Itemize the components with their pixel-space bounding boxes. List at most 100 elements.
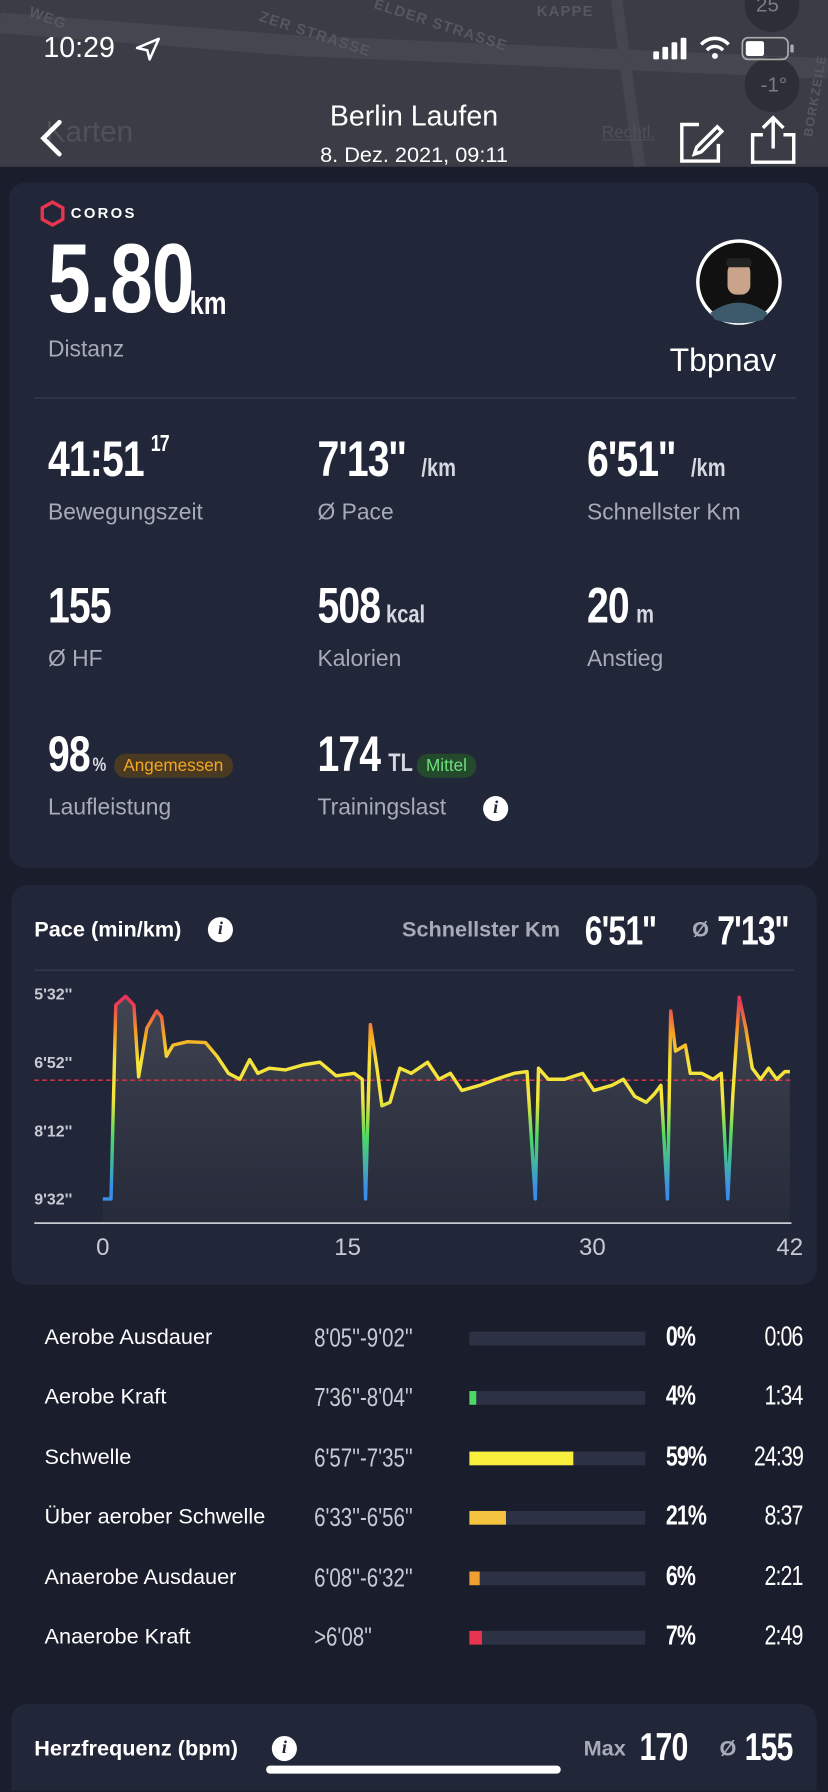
zone-range: >6'08'' bbox=[314, 1622, 388, 1653]
brand-logo bbox=[40, 200, 65, 227]
stat-badge: Mittel bbox=[416, 753, 477, 778]
zone-name: Schwelle bbox=[44, 1445, 132, 1470]
hr-avg: 155 bbox=[745, 1726, 806, 1771]
hr-max-label: Max bbox=[583, 1737, 626, 1762]
pace-area bbox=[102, 996, 790, 1223]
share-button[interactable] bbox=[749, 114, 797, 164]
zone-name: Anaerobe Kraft bbox=[44, 1625, 191, 1650]
stat-unit: kcal bbox=[386, 599, 426, 629]
hr-max: 170 bbox=[640, 1726, 701, 1771]
x-tick-label: 30 bbox=[579, 1234, 606, 1261]
zone-percent: 6% bbox=[666, 1561, 703, 1593]
zone-time: 1:34 bbox=[754, 1381, 804, 1413]
heart-rate-card bbox=[11, 1703, 817, 1791]
edit-button[interactable] bbox=[678, 119, 725, 165]
zone-track bbox=[469, 1571, 646, 1585]
stat-label: Bewegungszeit bbox=[47, 500, 203, 526]
stat-value: 41:51 17 bbox=[48, 432, 173, 489]
stat-value: 155 bbox=[48, 578, 128, 635]
zone-range-text: 8'05''-9'02'' bbox=[314, 1322, 413, 1353]
info-button[interactable]: i bbox=[271, 1735, 297, 1762]
x-tick-label: 15 bbox=[334, 1234, 361, 1261]
zone-percent: 21% bbox=[666, 1501, 717, 1533]
stat-label: Ø Pace bbox=[317, 500, 394, 526]
x-tick-label: 0 bbox=[96, 1234, 109, 1261]
zone-percent-text: 59% bbox=[665, 1441, 707, 1472]
zones-table: Aerobe Ausdauer 8'05''-9'02'' 0% 0:06 Aerobe… bbox=[0, 1313, 828, 1678]
location-icon bbox=[135, 37, 161, 61]
hr-avg-number: 155 bbox=[744, 1725, 794, 1770]
distance-unit: km bbox=[189, 285, 227, 321]
back-button[interactable] bbox=[37, 119, 67, 158]
distance-number: 5.80 bbox=[47, 223, 194, 334]
zone-track bbox=[469, 1391, 646, 1406]
info-button[interactable]: i bbox=[483, 796, 509, 822]
map-legal[interactable]: Rechtl. bbox=[601, 123, 656, 143]
hr-max-number: 170 bbox=[639, 1725, 689, 1770]
page-subtitle: 8. Dez. 2021, 09:11 bbox=[320, 143, 508, 168]
divider bbox=[34, 397, 797, 399]
stat-value: 7'13'' /km bbox=[317, 432, 464, 489]
zone-track bbox=[469, 1630, 646, 1645]
stat-unit: % bbox=[92, 753, 107, 776]
zone-range: 6'08''-6'32'' bbox=[314, 1562, 441, 1593]
chart-title: Pace (min/km) bbox=[34, 918, 182, 943]
map-badge: 25 bbox=[756, 0, 779, 16]
heart-rate-title: Herzfrequenz (bpm) bbox=[34, 1737, 239, 1762]
zone-range: 7'36''-8'04'' bbox=[314, 1382, 441, 1413]
map-logo: Karten bbox=[45, 114, 134, 149]
y-tick-label: 8'12'' bbox=[34, 1123, 72, 1140]
stat-number: 41:51 bbox=[47, 431, 145, 488]
stat-number: 98 bbox=[47, 726, 91, 783]
zone-time-text: 0:06 bbox=[764, 1321, 804, 1353]
zone-time: 0:06 bbox=[754, 1321, 804, 1353]
map-roads bbox=[0, 0, 828, 167]
zone-time: 2:21 bbox=[754, 1560, 804, 1593]
stat-label: Trainingslast bbox=[317, 794, 447, 821]
stat-badge: Angemessen bbox=[114, 753, 233, 778]
zone-bar bbox=[469, 1451, 574, 1466]
user-name: Tbpnav bbox=[669, 342, 777, 379]
avatar[interactable] bbox=[694, 238, 783, 327]
map-street-label: KAPPE bbox=[536, 2, 594, 20]
zone-name: Über aerober Schwelle bbox=[44, 1505, 266, 1530]
zone-percent-text: 6% bbox=[665, 1560, 696, 1592]
stat-unit: m bbox=[636, 599, 654, 629]
stat-label: Ø HF bbox=[47, 646, 103, 672]
status-time: 10:29 bbox=[43, 31, 115, 64]
stat-number: 508 bbox=[317, 577, 381, 634]
zone-percent-text: 21% bbox=[665, 1500, 707, 1532]
zone-bar bbox=[469, 1391, 477, 1406]
zone-time-text: 24:39 bbox=[753, 1441, 804, 1472]
stat-label: Schnellster Km bbox=[587, 500, 741, 526]
pace-chart: 5'32'' 6'52'' 8'12'' 9'32'' 0 15 30 42 bbox=[34, 987, 803, 1262]
average-symbol: Ø bbox=[692, 918, 709, 943]
y-tick-label: 9'32'' bbox=[34, 1192, 72, 1209]
zone-percent: 7% bbox=[666, 1621, 703, 1653]
average-number: 7'13'' bbox=[717, 906, 789, 954]
distance-label: Distanz bbox=[47, 336, 125, 363]
stat-unit: /km bbox=[690, 453, 726, 482]
divider bbox=[34, 969, 794, 971]
stat-label: Kalorien bbox=[317, 646, 402, 672]
page-title: Berlin Laufen bbox=[329, 100, 499, 133]
zone-percent: 59% bbox=[666, 1441, 717, 1473]
zone-range-text: 6'57''-7'35'' bbox=[314, 1442, 413, 1472]
map-background: WEG ZER STRASSE ELDER STRASSE KAPPE BORK… bbox=[0, 0, 828, 167]
stat-number: 174 bbox=[317, 726, 381, 783]
zone-range-text: 6'33''-6'56'' bbox=[314, 1502, 413, 1532]
zone-range: 8'05''-9'02'' bbox=[314, 1323, 441, 1354]
zone-percent: 0% bbox=[666, 1321, 703, 1353]
zone-track bbox=[469, 1511, 646, 1525]
zone-bar bbox=[469, 1630, 482, 1645]
zone-range: 6'57''-7'35'' bbox=[314, 1442, 441, 1473]
stat-number: 20 bbox=[587, 577, 630, 634]
hr-avg-symbol: Ø bbox=[719, 1737, 737, 1762]
zone-track bbox=[469, 1331, 646, 1346]
info-button[interactable]: i bbox=[207, 917, 233, 943]
zone-time-text: 2:21 bbox=[764, 1560, 804, 1592]
zone-time-text: 1:34 bbox=[764, 1381, 804, 1413]
stat-label: Anstieg bbox=[587, 646, 664, 672]
x-tick-label: 42 bbox=[776, 1234, 803, 1261]
zone-name: Aerobe Ausdauer bbox=[44, 1325, 213, 1350]
